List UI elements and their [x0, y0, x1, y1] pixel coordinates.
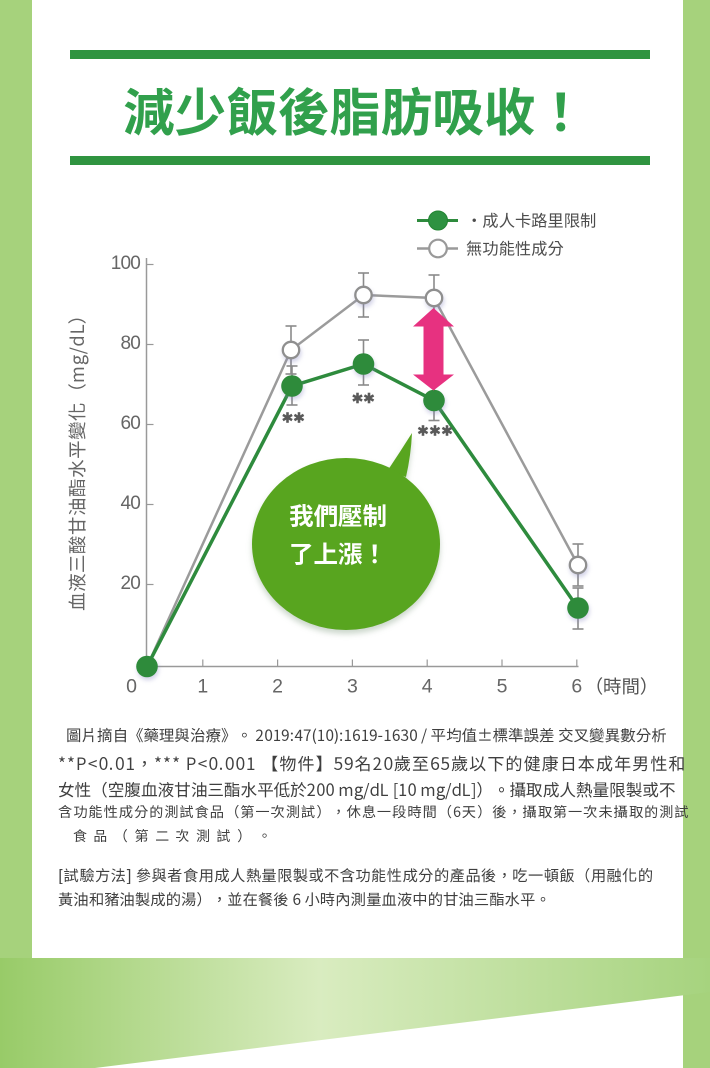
- svg-text:（時間）: （時間）: [585, 673, 659, 699]
- svg-text:100: 100: [111, 253, 141, 274]
- svg-text:4: 4: [422, 676, 433, 698]
- svg-text:無功能性成分: 無功能性成分: [466, 236, 564, 260]
- svg-text:1: 1: [197, 676, 208, 698]
- svg-text:6: 6: [571, 676, 582, 698]
- svg-text:60: 60: [120, 413, 140, 434]
- svg-text:血液三酸甘油酯水平變化（mg/dL）: 血液三酸甘油酯水平變化（mg/dL）: [64, 305, 90, 611]
- svg-text:40: 40: [120, 493, 140, 514]
- svg-text:了上漲！: 了上漲！: [289, 536, 387, 571]
- svg-text:2: 2: [272, 676, 283, 698]
- svg-text:・成人卡路里限制: ・成人卡路里限制: [466, 208, 596, 232]
- svg-text:20: 20: [120, 573, 140, 594]
- svg-text:0: 0: [126, 676, 137, 698]
- svg-text:我們壓制: 我們壓制: [289, 498, 387, 533]
- svg-text:5: 5: [497, 676, 508, 698]
- svg-text:80: 80: [120, 333, 140, 354]
- svg-text:3: 3: [347, 676, 358, 698]
